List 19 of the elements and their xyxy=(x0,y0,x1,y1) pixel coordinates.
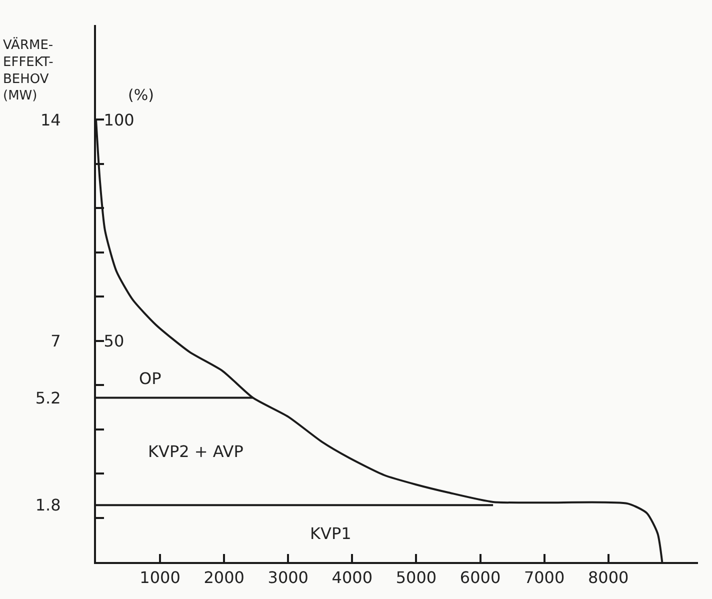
x-tick-label: 3000 xyxy=(268,568,308,588)
x-tick-label: 7000 xyxy=(524,568,565,588)
annotation: OP xyxy=(139,369,162,388)
x-tick-label: 1000 xyxy=(140,568,180,588)
annotation: KVP1 xyxy=(310,524,352,543)
y2-tick-label: 100 xyxy=(104,110,134,130)
x-tick-label: 4000 xyxy=(332,568,373,588)
x-tick-label: 2000 xyxy=(204,568,244,588)
annotation: KVP2 + AVP xyxy=(148,442,244,461)
x-tick-label: 8000 xyxy=(588,568,629,588)
y2-axis-title: (%) xyxy=(128,86,154,104)
x-tick-label: 5000 xyxy=(396,568,437,588)
y2-tick-label: 50 xyxy=(104,331,124,350)
y-tick-label: 1.8 xyxy=(35,496,61,515)
y-axis-title: VÄRME- EFFEKT- BEHOV (MW) xyxy=(3,37,54,104)
y-tick-label: 7 xyxy=(50,331,61,350)
y-tick-label: 5.2 xyxy=(35,388,61,408)
y-tick-label: 14 xyxy=(40,110,61,130)
x-tick-label: 6000 xyxy=(460,568,501,588)
